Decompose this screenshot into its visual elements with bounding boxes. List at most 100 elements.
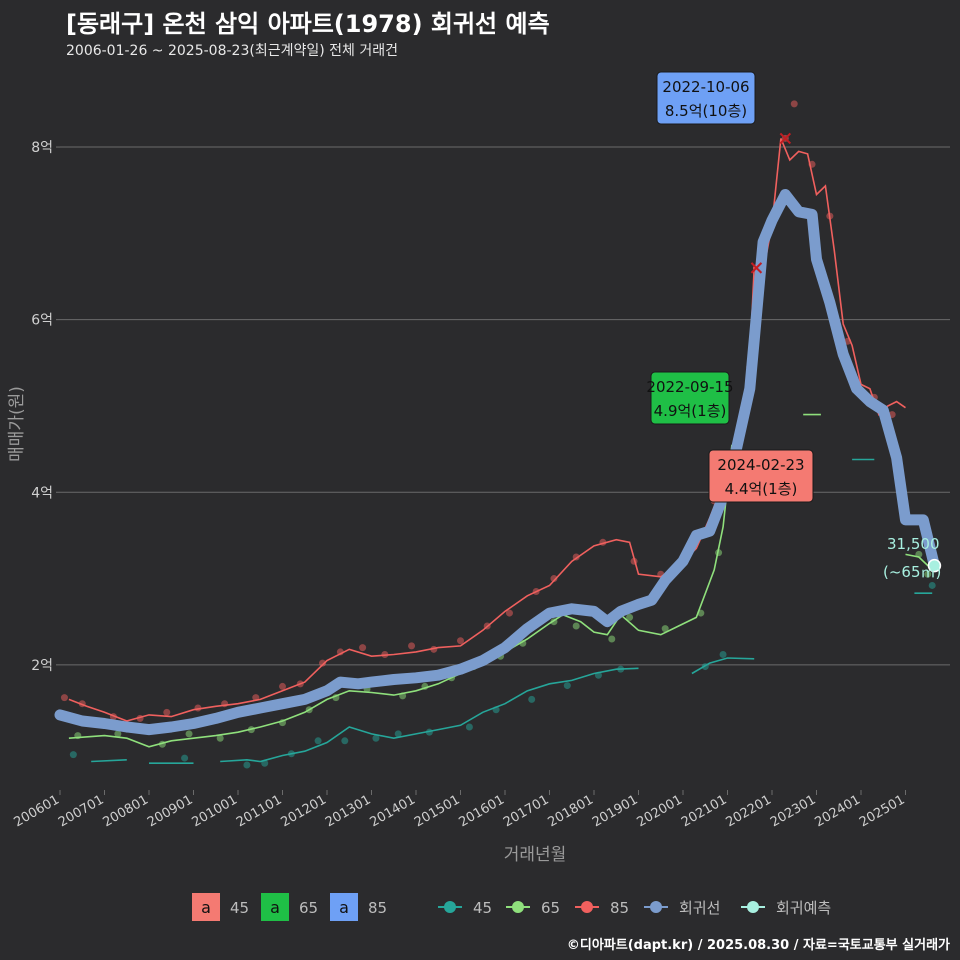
max-marker bbox=[750, 262, 763, 274]
point-45 bbox=[181, 754, 189, 762]
point-65 bbox=[572, 622, 580, 630]
point-65 bbox=[185, 730, 193, 738]
y-tick-label: 4억 bbox=[31, 485, 53, 501]
point-85 bbox=[505, 609, 513, 617]
axes-layer: 2억4억6억8억20060120070120080120090120100120… bbox=[7, 140, 908, 865]
x-tick-label: 201501 bbox=[412, 792, 462, 830]
point-65 bbox=[519, 639, 527, 647]
point-85 bbox=[359, 644, 367, 652]
legend-line-label: 65 bbox=[541, 899, 560, 917]
x-tick-label: 202401 bbox=[813, 792, 863, 830]
legend-line-dot bbox=[512, 901, 524, 913]
point-45 bbox=[528, 695, 536, 703]
x-tick-label: 201901 bbox=[590, 792, 640, 830]
x-tick-label: 200901 bbox=[145, 792, 195, 830]
x-tick-label: 200801 bbox=[101, 792, 151, 830]
point-65 bbox=[608, 635, 616, 643]
legend-line-label: 85 bbox=[610, 899, 629, 917]
annotation-box bbox=[656, 71, 756, 125]
annotation-layer: 31,500 (~65㎡) 2022-10-06 8.5억(10층) 2022-09-1… bbox=[646, 71, 941, 581]
point-85 bbox=[790, 100, 798, 108]
x-tick-label: 202101 bbox=[679, 792, 729, 830]
line-85 bbox=[68, 138, 906, 722]
x-tick-label: 201301 bbox=[323, 792, 373, 830]
x-tick-label: 202001 bbox=[635, 792, 685, 830]
x-tick-label: 201201 bbox=[279, 792, 329, 830]
annotation-value: 8.5억(10층) bbox=[665, 102, 747, 120]
point-85 bbox=[163, 708, 171, 716]
x-tick-label: 201601 bbox=[457, 792, 507, 830]
annotation-date: 2022-09-15 bbox=[646, 378, 733, 396]
legend-fill-glyph: a bbox=[201, 898, 211, 917]
x-tick-label: 201001 bbox=[190, 792, 240, 830]
legend-fill-label: 85 bbox=[368, 899, 387, 917]
line-45 bbox=[691, 657, 755, 675]
point-45 bbox=[341, 737, 349, 745]
point-65 bbox=[114, 730, 122, 738]
x-tick-label: 202201 bbox=[724, 792, 774, 830]
point-85 bbox=[60, 694, 68, 702]
point-45 bbox=[394, 730, 402, 738]
y-axis-title: 매매가(원) bbox=[7, 386, 27, 462]
point-85 bbox=[408, 642, 416, 650]
footer-credit: ©디아파트(dapt.kr) / 2025.08.30 / 자료=국토교통부 실… bbox=[566, 938, 950, 953]
annotation-value: 4.4억(1층) bbox=[725, 480, 798, 498]
x-axis-title: 거래년월 bbox=[504, 845, 567, 865]
legend-fill-label: 45 bbox=[230, 899, 249, 917]
legend-line-label: 45 bbox=[473, 899, 492, 917]
annotation-box bbox=[650, 371, 730, 425]
legend-line-label: 회귀선 bbox=[679, 899, 720, 917]
annotation-date: 2022-10-06 bbox=[662, 78, 749, 96]
x-tick-label: 201101 bbox=[234, 792, 284, 830]
legend-line-label: 회귀예측 bbox=[776, 899, 831, 917]
legend-fill-swatch bbox=[261, 893, 289, 921]
legend-fill-glyph: a bbox=[339, 898, 349, 917]
chart-subtitle: 2006-01-26 ~ 2025-08-23(최근계약일) 전체 거래건 bbox=[66, 43, 398, 59]
x-tick-label: 202301 bbox=[768, 792, 818, 830]
line-45 bbox=[91, 759, 127, 763]
series-layer bbox=[54, 100, 942, 769]
max-marker bbox=[779, 132, 792, 145]
annotation-value: 4.9억(1층) bbox=[654, 402, 727, 420]
point-45 bbox=[719, 651, 727, 659]
legend-line-dot bbox=[581, 901, 593, 913]
y-tick-label: 2억 bbox=[31, 658, 53, 674]
point-85 bbox=[457, 637, 464, 645]
regression-line bbox=[54, 189, 940, 736]
x-tick-label: 201401 bbox=[368, 792, 418, 830]
point-45 bbox=[69, 751, 77, 759]
x-tick-label: 202501 bbox=[857, 792, 907, 830]
point-45 bbox=[465, 723, 473, 731]
line-45 bbox=[220, 667, 639, 763]
legend-fill-swatch bbox=[330, 893, 358, 921]
line-65 bbox=[68, 444, 733, 748]
point-85 bbox=[319, 659, 327, 667]
y-tick-label: 8억 bbox=[31, 140, 53, 156]
point-65 bbox=[626, 613, 634, 621]
legend-fill-label: 65 bbox=[299, 899, 318, 917]
legend-line-dot bbox=[747, 901, 759, 913]
legend-fill-glyph: a bbox=[270, 898, 280, 917]
x-tick-label: 201701 bbox=[501, 792, 551, 830]
x-tick-label: 200701 bbox=[56, 792, 106, 830]
annotation-box bbox=[708, 449, 814, 503]
point-45 bbox=[372, 734, 380, 742]
legend-fill-swatch bbox=[192, 893, 220, 921]
forecast-area-label: (~65㎡) bbox=[883, 563, 941, 581]
point-45 bbox=[243, 761, 251, 769]
point-65 bbox=[661, 625, 669, 633]
y-tick-label: 6억 bbox=[31, 313, 53, 329]
point-85 bbox=[279, 682, 286, 690]
point-65 bbox=[216, 734, 224, 742]
point-45 bbox=[314, 737, 322, 745]
annotation-date: 2024-02-23 bbox=[717, 456, 804, 474]
x-tick-label: 201801 bbox=[546, 792, 596, 830]
point-65 bbox=[924, 570, 932, 578]
forecast-point bbox=[927, 558, 942, 573]
chart-title: [동래구] 온천 삼익 아파트(1978) 회귀선 예측 bbox=[66, 10, 550, 38]
point-85 bbox=[550, 575, 558, 583]
x-tick-label: 200601 bbox=[12, 792, 62, 830]
point-45 bbox=[928, 581, 936, 589]
